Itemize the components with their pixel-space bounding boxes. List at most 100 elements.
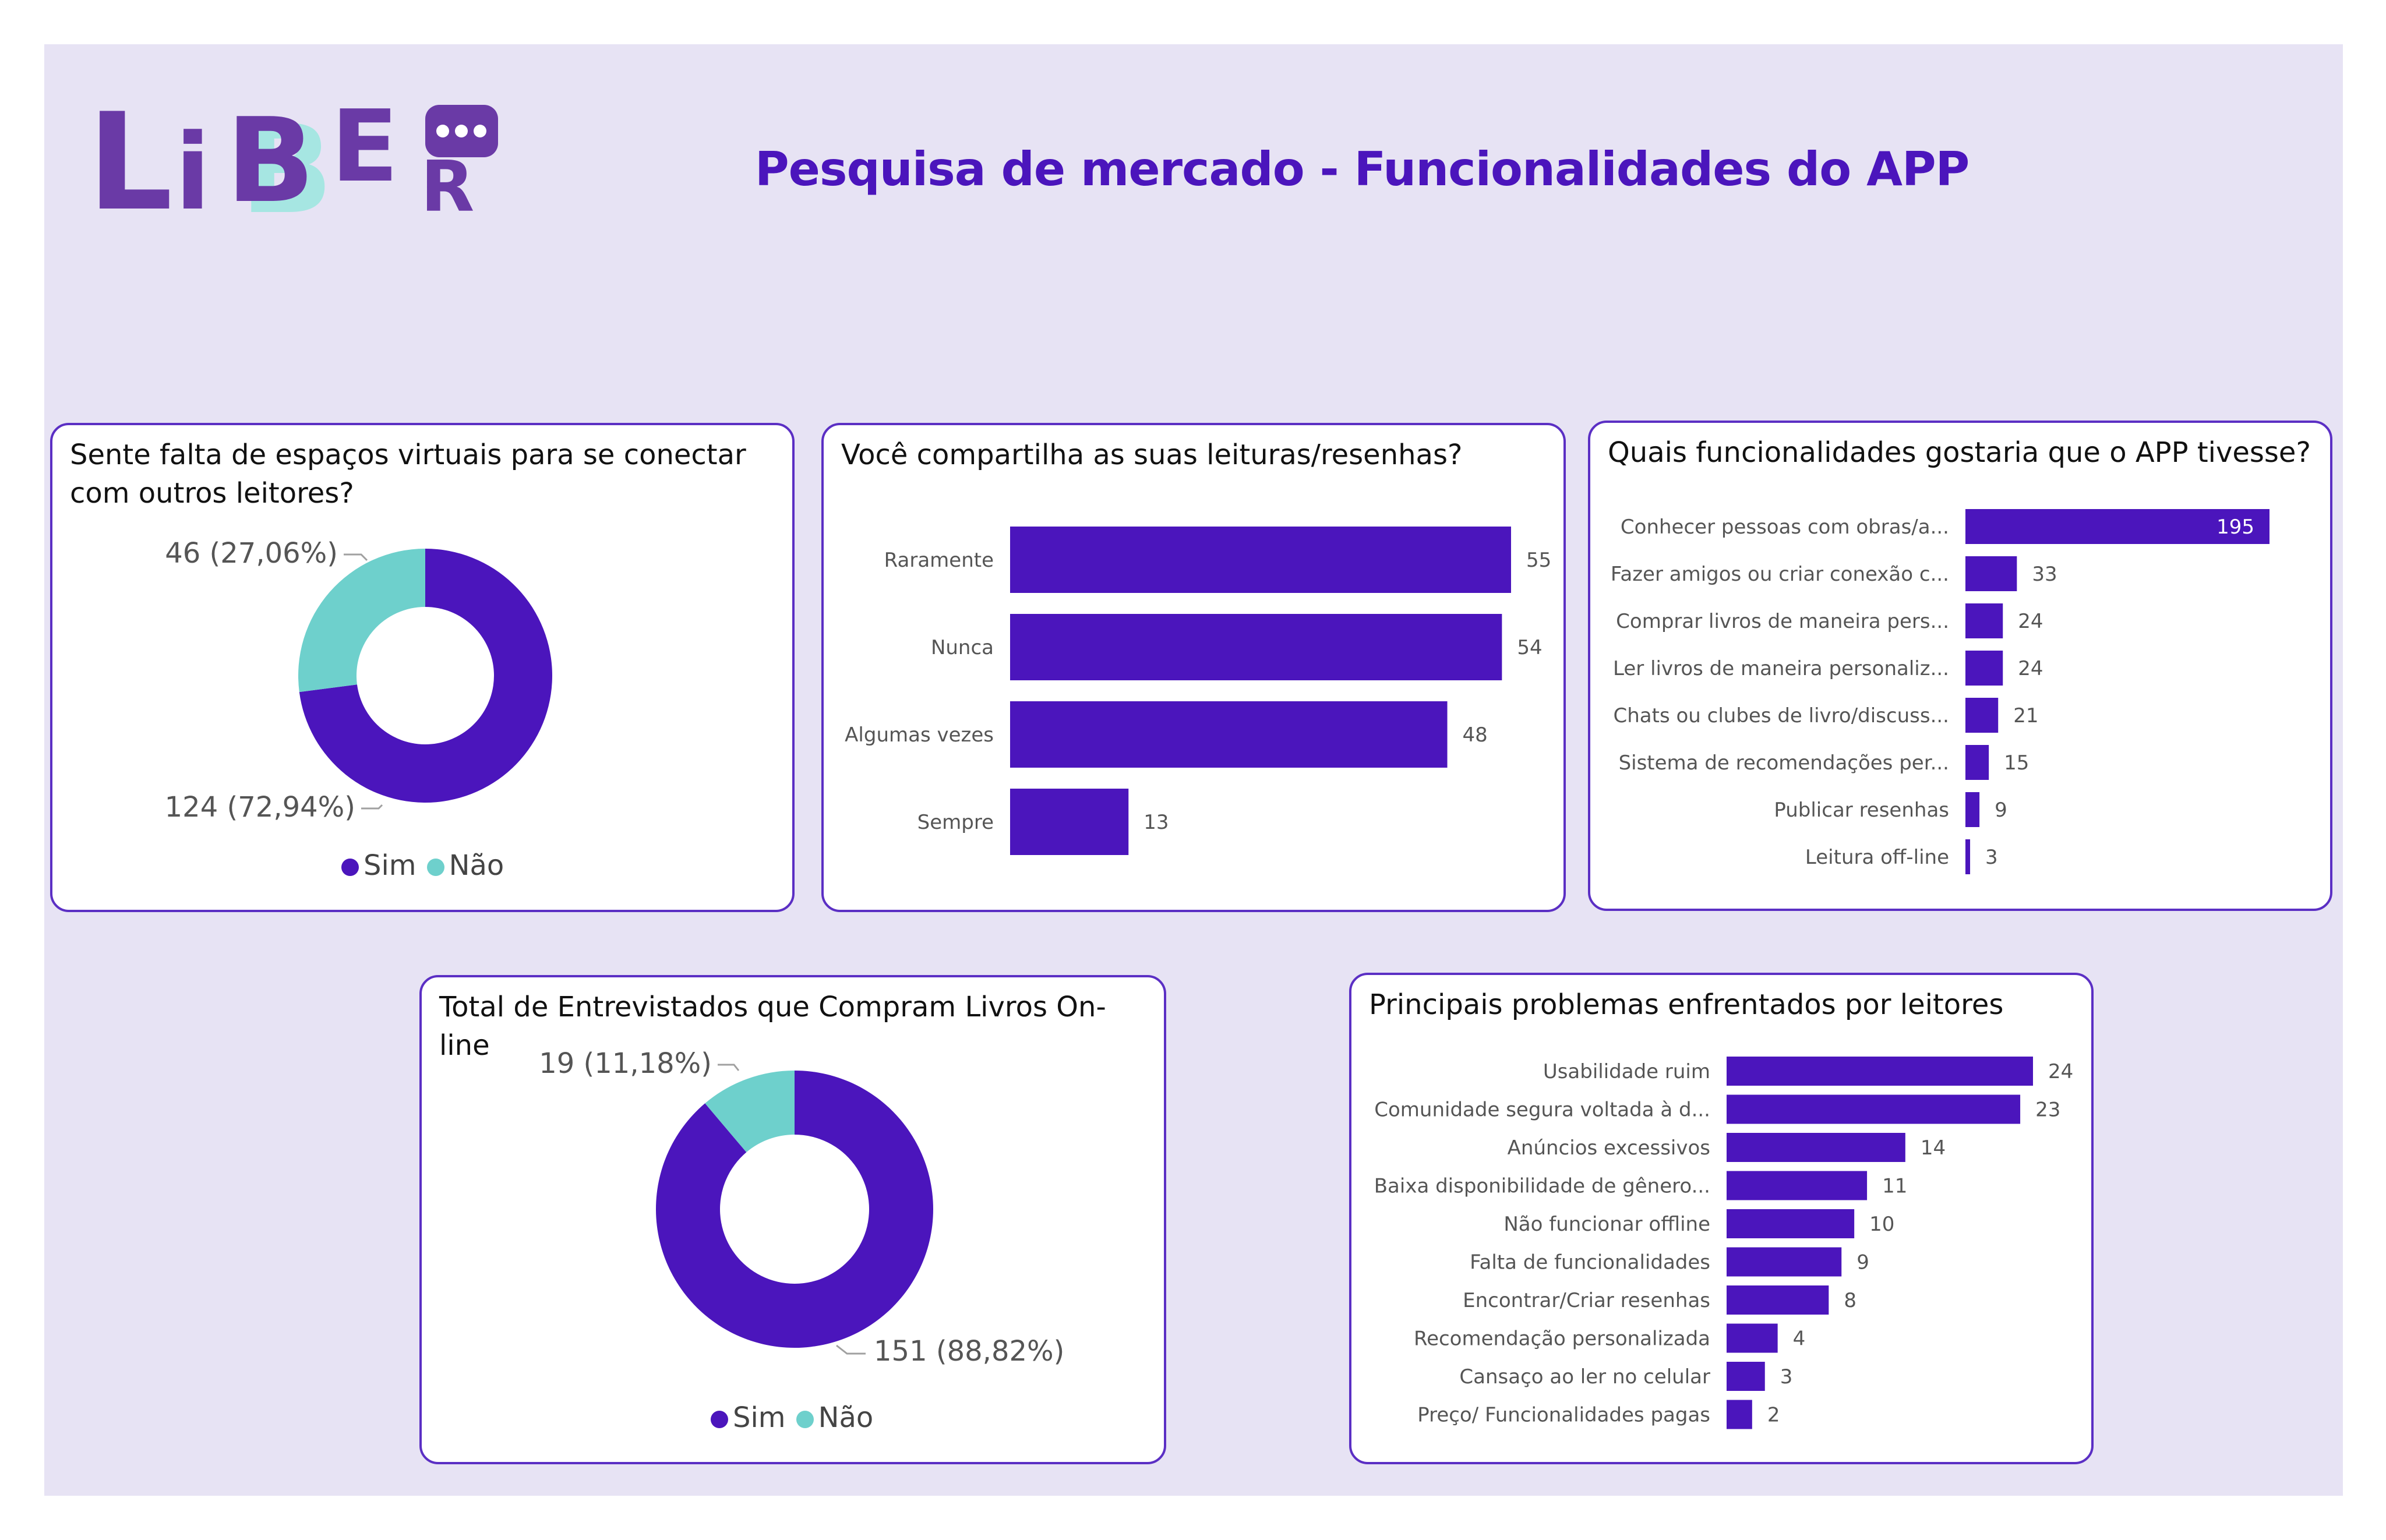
bar-publicar-resenhas (1965, 792, 1980, 827)
category-label-usabilidade-ruim: Usabilidade ruim (1543, 1060, 1710, 1083)
bar-cansaco-ao-ler-no-celular (1727, 1362, 1765, 1391)
value-label-sistema-de-recomendacoes-per: 15 (2004, 751, 2029, 775)
value-label-cansaco-ao-ler-no-celular: 3 (1780, 1365, 1793, 1389)
card-compartilha-leituras[interactable]: Você compartilha as suas leituras/resenh… (821, 423, 1566, 912)
data-label-nao: 46 (27,06%) (165, 537, 338, 570)
legend-dot-nao (796, 1411, 814, 1428)
value-label-ler-livros-de-maneira-personaliz: 24 (2018, 657, 2043, 680)
card-compram-online[interactable]: Total de Entrevistados que Compram Livro… (419, 975, 1166, 1464)
bar-baixa-disponibilidade-de-genero (1727, 1171, 1868, 1200)
value-label-fazer-amigos-ou-criar-conexao-c: 33 (2032, 563, 2057, 586)
legend-dot-sim (711, 1411, 728, 1428)
category-label-sempre: Sempre (917, 811, 994, 834)
category-label-chats-ou-clubes-de-livro-discuss: Chats ou clubes de livro/discuss... (1614, 704, 1950, 727)
value-label-nao-funcionar-offline: 10 (1869, 1213, 1894, 1236)
bar-chart-funcionalidades: Conhecer pessoas com obras/a... 195 Fazer … (1611, 509, 2269, 874)
chat-bubble-icon (425, 105, 498, 157)
donut-slice-nao (705, 1071, 795, 1153)
donut-slice-sim (656, 1071, 933, 1348)
value-label-publicar-resenhas: 9 (1995, 799, 2007, 822)
value-label-recomendacao-personalizada: 4 (1793, 1327, 1806, 1350)
card-title: Principais problemas enfrentados por lei… (1369, 988, 2004, 1021)
category-label-comunidade-segura-voltada-a-d: Comunidade segura voltada à d... (1374, 1098, 1710, 1121)
bar-preco-funcionalidades-pagas (1727, 1400, 1752, 1429)
category-label-conhecer-pessoas-com-obras-a: Conhecer pessoas com obras/a... (1621, 515, 1949, 539)
card-title: Total de Entrevistados que Compram Livro… (439, 991, 1106, 1062)
page-title: Pesquisa de mercado - Funcionalidades do… (755, 142, 1969, 196)
bar-encontrar-criar-resenhas (1727, 1285, 1829, 1315)
leader-line-nao (344, 553, 368, 561)
value-label-falta-de-funcionalidades: 9 (1856, 1251, 1869, 1274)
category-label-leitura-off-line: Leitura off-line (1805, 846, 1949, 869)
category-label-raramente: Raramente (884, 549, 994, 572)
value-label-conhecer-pessoas-com-obras-a: 195 (2216, 515, 2254, 539)
logo-letter-l: L (87, 85, 173, 216)
bar-fazer-amigos-ou-criar-conexao-c (1965, 556, 2017, 591)
legend-label-sim: Sim (363, 849, 417, 882)
value-label-baixa-disponibilidade-de-genero: 11 (1882, 1174, 1907, 1198)
bar-algumas-vezes (1010, 701, 1448, 768)
data-label-sim: 124 (72,94%) (165, 791, 355, 824)
bar-conhecer-pessoas-com-obras-a (1965, 509, 2269, 544)
value-label-preco-funcionalidades-pagas: 2 (1767, 1403, 1780, 1426)
logo-letter-b: B (226, 93, 315, 216)
category-label-nao-funcionar-offline: Não funcionar offline (1503, 1213, 1710, 1236)
bar-nao-funcionar-offline (1727, 1209, 1855, 1238)
category-label-anuncios-excessivos: Anúncios excessivos (1508, 1136, 1710, 1160)
bar-comprar-livros-de-maneira-pers (1965, 603, 2003, 638)
category-label-baixa-disponibilidade-de-genero: Baixa disponibilidade de gênero... (1374, 1174, 1710, 1198)
category-label-cansaco-ao-ler-no-celular: Cansaço ao ler no celular (1459, 1365, 1710, 1389)
donut-chart-espacos: 124 (72,94%) 46 (27,06%) (165, 537, 552, 824)
card-funcionalidades[interactable]: Quais funcionalidades gostaria que o APP… (1588, 421, 2332, 911)
bar-anuncios-excessivos (1727, 1133, 1905, 1162)
category-label-comprar-livros-de-maneira-pers: Comprar livros de maneira pers... (1616, 610, 1949, 633)
bar-chats-ou-clubes-de-livro-discuss (1965, 698, 1999, 733)
category-label-ler-livros-de-maneira-personaliz: Ler livros de maneira personaliz... (1613, 657, 1949, 680)
category-label-fazer-amigos-ou-criar-conexao-c: Fazer amigos ou criar conexão c... (1611, 563, 1949, 586)
bar-leitura-off-line (1965, 839, 1971, 874)
bar-falta-de-funcionalidades (1727, 1247, 1842, 1277)
bar-ler-livros-de-maneira-personaliz (1965, 651, 2003, 686)
value-label-usabilidade-ruim: 24 (2048, 1060, 2073, 1083)
donut-slice-sim (299, 549, 552, 803)
bar-sempre (1010, 789, 1129, 855)
leader-line-sim (836, 1344, 866, 1355)
logo-letter-i: i (175, 112, 211, 216)
category-label-algumas-vezes: Algumas vezes (845, 723, 994, 747)
chart-legend: Sim Não (711, 1401, 873, 1434)
logo-letter-r: R (421, 147, 474, 216)
category-label-falta-de-funcionalidades: Falta de funcionalidades (1470, 1251, 1710, 1274)
card-espacos-virtuais[interactable]: Sente falta de espaços virtuais para se … (50, 423, 795, 912)
value-label-leitura-off-line: 3 (1985, 846, 1998, 869)
category-label-preco-funcionalidades-pagas: Preço/ Funcionalidades pagas (1417, 1403, 1710, 1426)
chart-legend: Sim Não (341, 849, 504, 882)
bar-sistema-de-recomendacoes-per (1965, 745, 1989, 780)
value-label-comunidade-segura-voltada-a-d: 23 (2035, 1098, 2060, 1121)
bar-comunidade-segura-voltada-a-d (1727, 1094, 2021, 1124)
category-label-sistema-de-recomendacoes-per: Sistema de recomendações per... (1619, 751, 1949, 775)
data-label-nao: 19 (11,18%) (539, 1047, 712, 1080)
bar-recomendacao-personalizada (1727, 1323, 1778, 1353)
bar-raramente (1010, 527, 1511, 593)
data-label-sim: 151 (88,82%) (874, 1335, 1064, 1368)
card-title: Sente falta de espaços virtuais para se … (70, 439, 746, 510)
value-label-nunca: 54 (1517, 636, 1542, 659)
logo-letter-b-shadow: B (240, 98, 333, 216)
legend-label-nao: Não (449, 849, 504, 882)
category-label-nunca: Nunca (931, 636, 994, 659)
value-label-raramente: 55 (1526, 549, 1551, 572)
bar-nunca (1010, 614, 1502, 680)
donut-slice-nao (298, 549, 425, 693)
card-title: Quais funcionalidades gostaria que o APP… (1608, 436, 2311, 469)
value-label-anuncios-excessivos: 14 (1921, 1136, 1946, 1160)
logo-letter-e: E (331, 89, 398, 204)
bar-usabilidade-ruim (1727, 1057, 2033, 1086)
card-title: Você compartilha as suas leituras/resenh… (841, 439, 1463, 471)
leader-line-nao (718, 1064, 740, 1071)
value-label-sempre: 13 (1143, 811, 1169, 834)
value-label-comprar-livros-de-maneira-pers: 24 (2018, 610, 2043, 633)
category-label-encontrar-criar-resenhas: Encontrar/Criar resenhas (1463, 1289, 1710, 1312)
value-label-encontrar-criar-resenhas: 8 (1844, 1289, 1856, 1312)
card-problemas-leitores[interactable]: Principais problemas enfrentados por lei… (1349, 973, 2094, 1464)
